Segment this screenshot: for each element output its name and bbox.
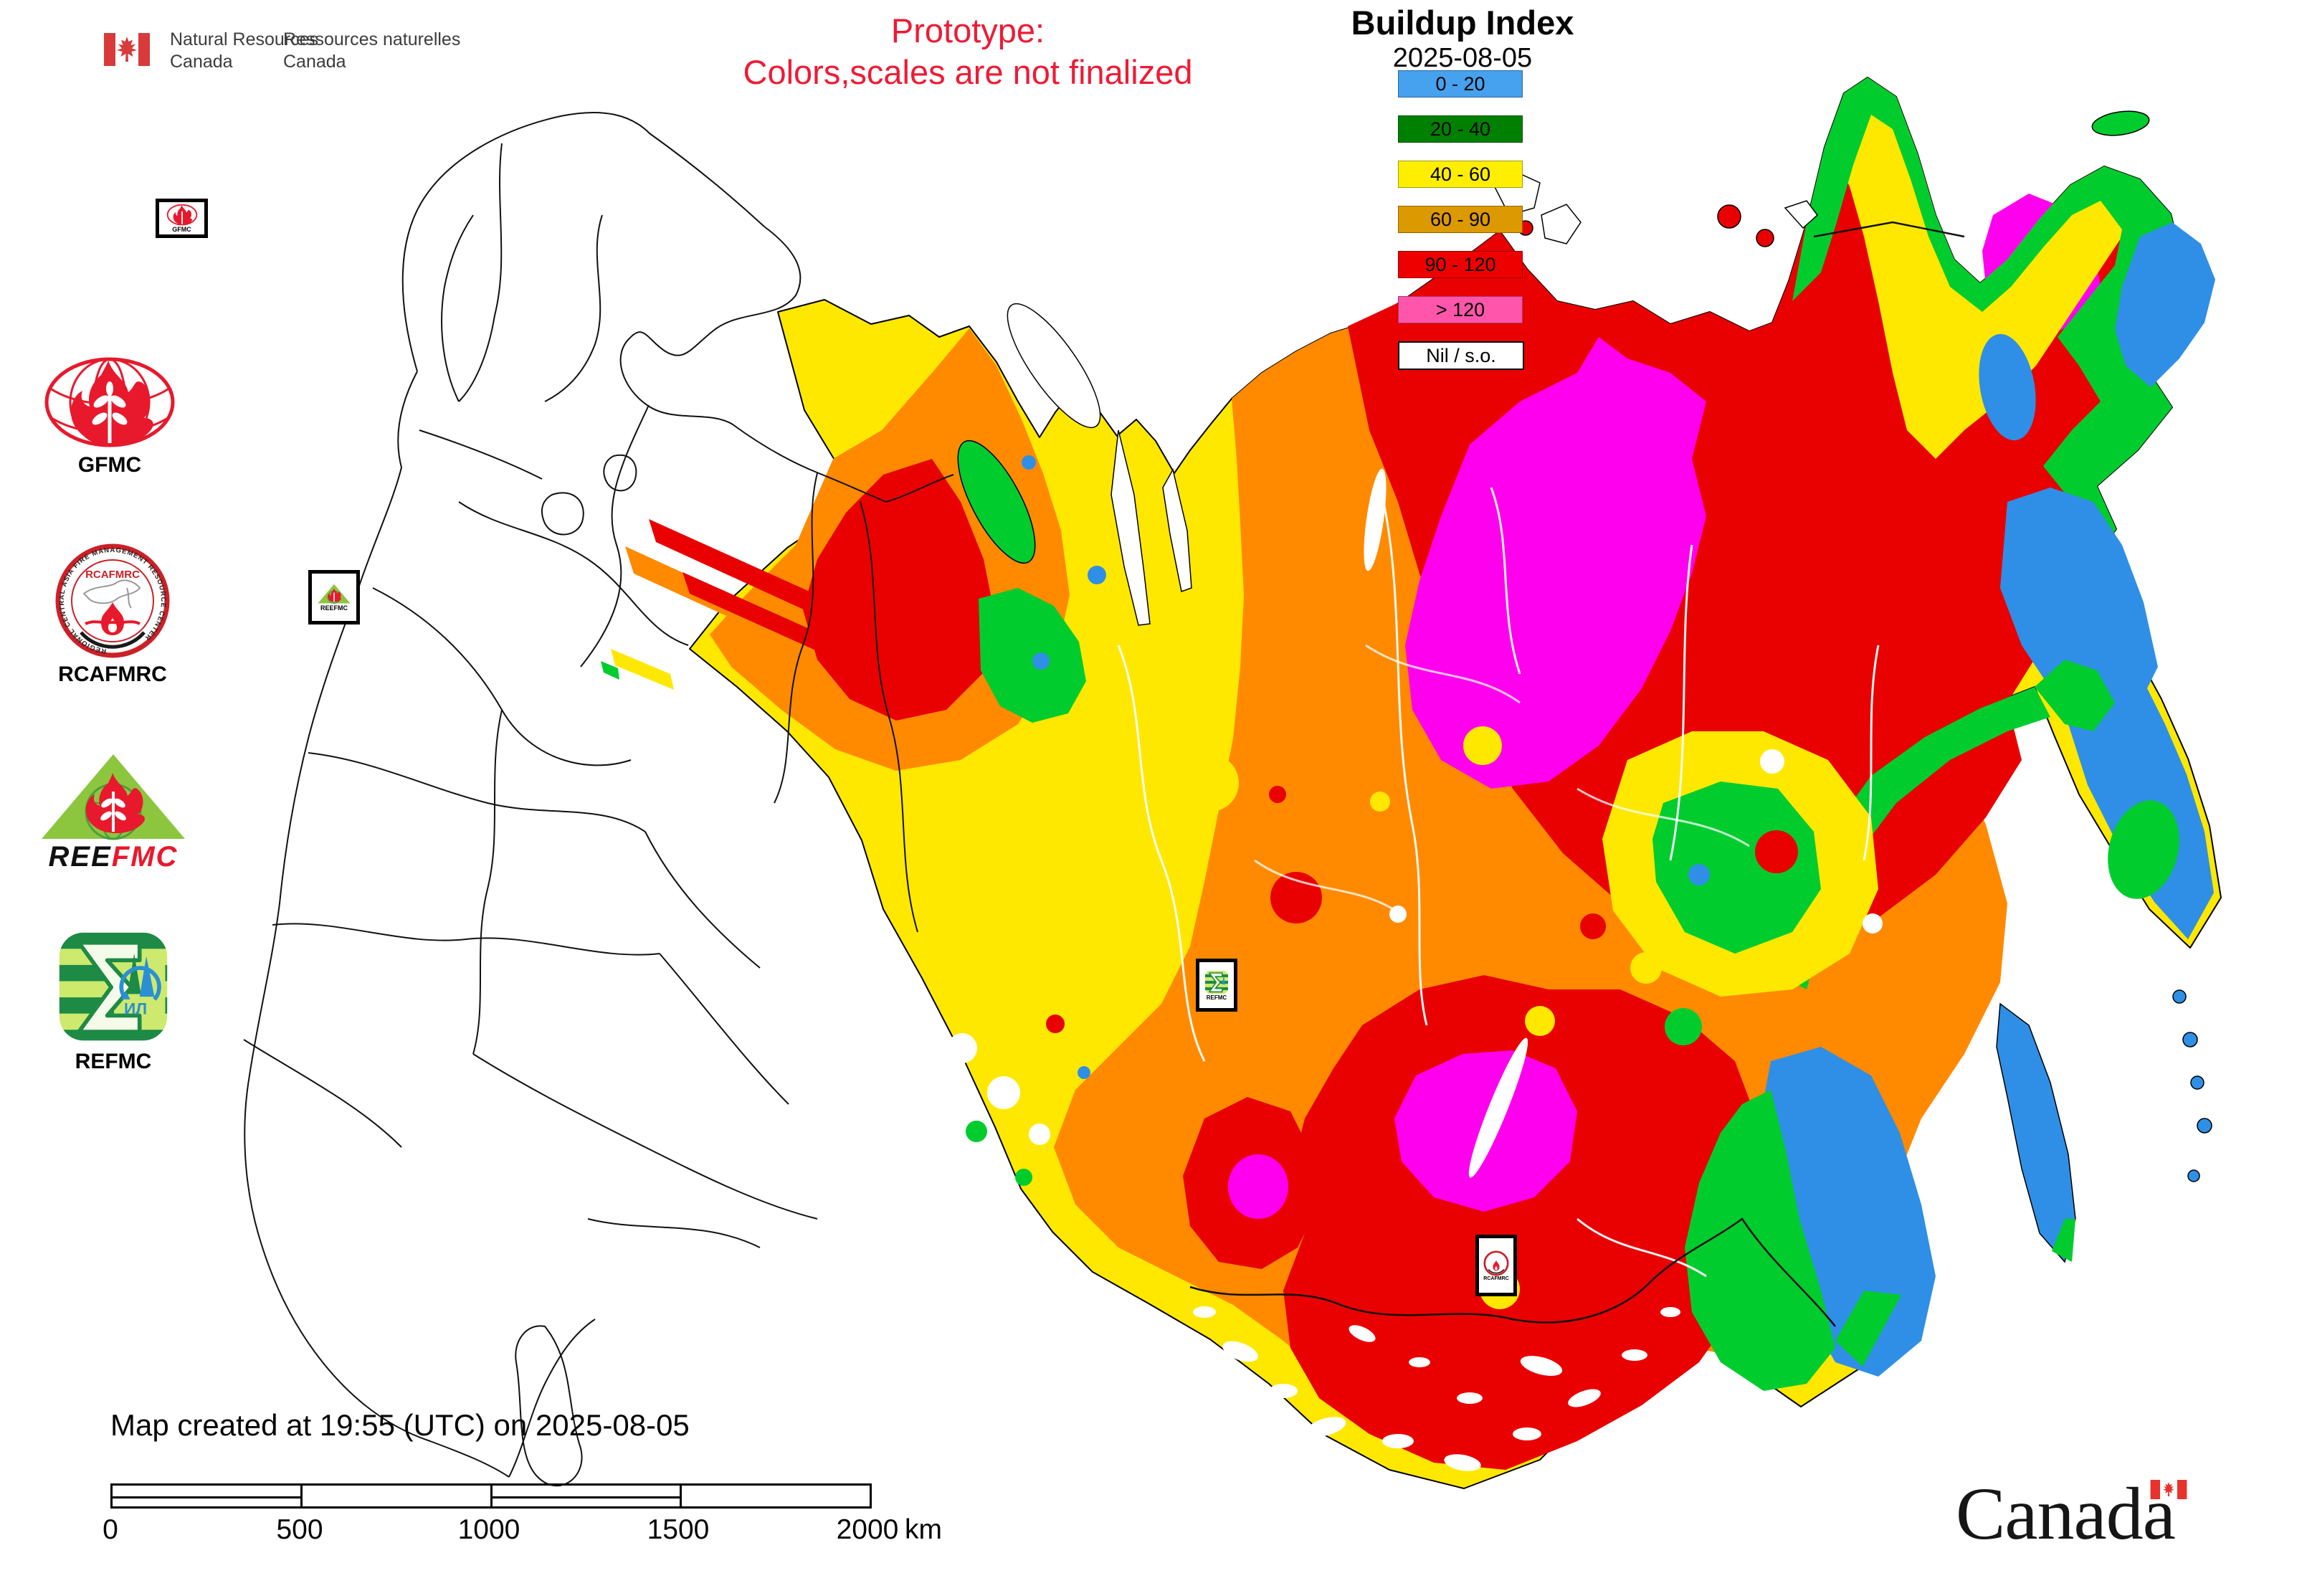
prototype-line1: Prototype: (890, 11, 1045, 49)
map-marker-gfmc-label: GFMC (172, 225, 191, 233)
legend-label: Nil / s.o. (1426, 344, 1496, 366)
chukotka-green-coast (1792, 77, 2181, 574)
canada-flag-icon (104, 33, 150, 66)
partner-logo-gfmc: GFMC (43, 357, 176, 478)
nil-speckles (1193, 1306, 1680, 1471)
ob-taz-gulfs (1110, 429, 1192, 626)
new-siberian-islands (1717, 204, 1741, 229)
rcafmrc-label: RCAFMRC (58, 662, 167, 686)
legend-label: 0 - 20 (1435, 72, 1485, 95)
nrcan-en-line2: Canada (170, 52, 233, 72)
map-marker-rcafmrc: RCAFMRC (1475, 1235, 1517, 1296)
legend-label: 40 - 60 (1430, 163, 1491, 185)
reefmc-label-ree: REE (48, 841, 112, 873)
scale-tick: 1500 (647, 1514, 710, 1545)
kamchatka-green-patch (2108, 800, 2179, 899)
rcafmrc-badge-text: RCAFMRC (85, 569, 140, 581)
map-created-timestamp: Map created at 19:55 (UTC) on 2025-08-05 (110, 1408, 690, 1442)
canada-flag-icon (2150, 1480, 2187, 1499)
gfmc-label: GFMC (77, 453, 142, 477)
partner-logo-refmc: ИЛ REFMC (56, 929, 171, 1074)
nrcan-en-line1: Natural Resources (170, 29, 319, 49)
lake-taymyr (1364, 468, 1387, 571)
legend-row: 20 - 40 (1398, 115, 1523, 143)
prototype-line2: Colors,scales are not finalized (743, 53, 1193, 91)
wrangel-island (2091, 110, 2150, 136)
scale-tick: 1000 (457, 1514, 520, 1545)
partner-logo-rcafmrc: REGIONAL CENTRAL ASIA FIRE MANAGEMENT RE… (55, 543, 170, 687)
scale-tick: 2000 (836, 1514, 899, 1545)
scale-segment (492, 1486, 682, 1506)
scale-segment (682, 1486, 870, 1506)
sigma-forest-icon (1205, 970, 1228, 994)
maple-leaf-icon (117, 37, 137, 62)
globe-flame-icon (166, 204, 197, 225)
map-marker-refmc: REFMC (1196, 959, 1237, 1012)
region-siberia-colored (601, 77, 2222, 1489)
legend-row: 40 - 60 (1398, 161, 1523, 188)
map-marker-reefmc: REEFMC (308, 570, 360, 624)
legend-row: 0 - 20 (1398, 70, 1523, 98)
nrcan-fr-line2: Canada (283, 52, 346, 72)
refmc-label: REFMC (75, 1050, 152, 1073)
region-european-russia-borders (243, 112, 954, 1487)
sakhalin (1996, 1002, 2076, 1263)
local-index-spots (947, 566, 1883, 1309)
triangle-globe-flame-icon (42, 754, 185, 840)
scale-tick: 0 (103, 1514, 118, 1545)
legend-label: 60 - 90 (1430, 208, 1491, 230)
fire-ring-icon (1483, 1250, 1509, 1276)
sigma-forest-icon: ИЛ (59, 932, 168, 1041)
legend: 0 - 20 20 - 40 40 - 60 60 - 90 90 - 120 … (1398, 70, 1524, 388)
legend-label: 20 - 40 (1430, 118, 1491, 140)
scale-segment (113, 1486, 303, 1506)
legend-title: Buildup Index (1351, 4, 1574, 42)
canada-wordmark: Canada (1956, 1473, 2176, 1555)
legend-row: 90 - 120 (1398, 251, 1523, 278)
legend-row-nil: Nil / s.o. (1398, 341, 1524, 370)
legend-date: 2025-08-05 (1392, 43, 1533, 73)
arctic-pacific-islands (957, 110, 2212, 1263)
baikal-mongolia-red-mass (1283, 975, 1756, 1470)
fire-ring-icon: REGIONAL CENTRAL ASIA FIRE MANAGEMENT RE… (55, 543, 170, 658)
kamchatka-blue (2068, 660, 2214, 939)
scale-unit: km (905, 1514, 942, 1545)
triangle-globe-flame-icon (318, 584, 351, 604)
legend-label: > 120 (1435, 298, 1485, 320)
legend-row: > 120 (1398, 296, 1523, 323)
scale-segment (303, 1486, 493, 1506)
novaya-zemlya-north (1007, 303, 1101, 429)
koryak-blue (2000, 488, 2158, 717)
legend-row: 60 - 90 (1398, 206, 1523, 233)
map-marker-gfmc: GFMC (156, 199, 208, 238)
scale-tick: 500 (276, 1514, 323, 1545)
lake-baikal (1468, 1037, 1528, 1178)
country-borders (1189, 221, 1965, 1327)
yakutia-magenta-mass (1405, 337, 1706, 789)
globe-flame-icon (44, 357, 175, 447)
map-marker-reefmc-label: REEFMC (320, 604, 348, 612)
nrcan-fr-line1: Ressources naturelles (283, 29, 461, 49)
scale-bar (110, 1483, 872, 1509)
nrcan-title-en: Natural Resources Canada (170, 29, 318, 73)
maple-leaf-icon (2163, 1482, 2174, 1497)
kuril-islets (2172, 989, 2212, 1182)
nrcan-title-fr: Ressources naturelles Canada (283, 29, 460, 73)
map-marker-rcafmrc-label: RCAFMRC (1483, 1276, 1509, 1281)
chukotka-blue-tip (2115, 222, 2215, 387)
prototype-warning: Prototype: Colors,scales are not finaliz… (609, 10, 1326, 93)
map-marker-refmc-label: REFMC (1206, 994, 1227, 1001)
legend-label: 90 - 120 (1425, 253, 1496, 275)
rivers (1117, 487, 1880, 1278)
reefmc-label-fmc: FMC (111, 841, 179, 873)
novaya-zemlya-south (957, 440, 1036, 564)
reefmc-label: REEFMC (37, 841, 189, 873)
partner-logo-reefmc: REEFMC (37, 751, 189, 873)
refmc-inner-text: ИЛ (124, 1000, 147, 1018)
amur-green-band (1685, 1090, 1835, 1391)
